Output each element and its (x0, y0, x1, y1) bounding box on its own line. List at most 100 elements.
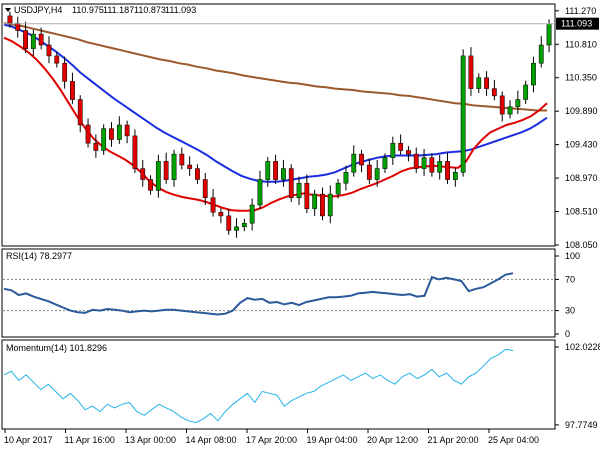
candle-body (109, 128, 114, 140)
candle-body (515, 99, 521, 108)
candle-body (546, 23, 552, 46)
candle-body (507, 106, 513, 115)
collapse-triangle-icon[interactable] (5, 8, 11, 12)
candle-body (210, 197, 216, 213)
candle (265, 157, 271, 187)
candle-body (538, 44, 544, 64)
ohlc-open: 110.975 (72, 5, 104, 15)
candle-body (62, 62, 68, 82)
candle-body (187, 164, 193, 169)
candle-body (398, 142, 404, 151)
candle (296, 176, 302, 205)
candle (116, 116, 122, 144)
candle-body (374, 168, 380, 180)
x-tick-label: 20 Apr 12:00 (367, 435, 418, 445)
candle-body (15, 22, 21, 31)
candle (179, 147, 185, 170)
candle-body (452, 172, 458, 180)
candle-body (437, 161, 443, 173)
candle (437, 154, 443, 180)
momentum-y-axis: 102.0228 97.7749 (555, 342, 600, 430)
candle (101, 124, 107, 155)
candle (382, 153, 388, 173)
candle (476, 73, 482, 93)
candle-body (390, 142, 396, 158)
candle (140, 159, 146, 187)
candle (30, 29, 36, 56)
candle (46, 36, 52, 64)
price-y-tick-label: 108.510 (565, 207, 598, 217)
rsi-line (3, 272, 514, 316)
candle (484, 71, 489, 96)
momentum-y-tick-label: 97.7749 (565, 420, 598, 430)
candle-body (46, 44, 52, 57)
x-axis: 10 Apr 2017 11 Apr 16:00 13 Apr 00:00 14 Ap… (4, 429, 539, 445)
candle-body (273, 161, 278, 180)
momentum-line (3, 348, 514, 424)
price-y-tick-label: 108.970 (565, 173, 598, 183)
candle-body (421, 157, 427, 169)
rsi-y-tick-label: 30 (565, 306, 575, 316)
candle-body (413, 153, 419, 169)
candle-body (124, 124, 130, 137)
momentum-panel-frame (1, 339, 556, 430)
x-tick-label: 19 Apr 04:00 (307, 435, 358, 445)
ohlc-close: 111.093 (165, 5, 196, 15)
candle (460, 49, 466, 177)
current-price: 111.093 (2, 17, 599, 30)
candle-body (523, 84, 529, 100)
ma-fast-line (3, 36, 548, 212)
candle-body (70, 81, 75, 100)
price-title: USDJPY,H4 (14, 5, 62, 15)
candle-body (296, 182, 302, 198)
candle-body (171, 153, 177, 180)
candle (234, 218, 239, 238)
candle (507, 100, 513, 119)
candle (320, 187, 325, 221)
candle-body (257, 179, 263, 206)
candle-body (343, 172, 349, 184)
x-tick-label: 17 Apr 20:00 (246, 435, 297, 445)
candle-body (304, 182, 310, 209)
candle (366, 158, 372, 184)
x-tick-label: 11 Apr 16:00 (65, 435, 115, 445)
candle-body (23, 30, 28, 49)
candle-body (320, 193, 325, 217)
momentum-title: Momentum(14) 101.8296 (6, 343, 107, 353)
candle-body (241, 222, 247, 228)
momentum-panel: Momentum(14) 101.8296 102.0228 97.7749 (1, 339, 600, 430)
candle-body (7, 15, 13, 24)
candle (226, 209, 232, 235)
candle (374, 159, 380, 187)
candle (445, 152, 450, 184)
ohlc-high: 111.187 (103, 5, 134, 15)
candle (124, 120, 130, 144)
x-tick-label: 13 Apr 00:00 (125, 435, 176, 445)
x-tick-label: 10 Apr 2017 (4, 435, 53, 445)
candle-body (468, 55, 474, 89)
candle-body (163, 161, 169, 180)
price-y-tick-label: 109.430 (565, 140, 598, 150)
candle-body (179, 153, 185, 166)
candle-body (476, 77, 482, 89)
ma-slow-line (3, 22, 547, 112)
candle (538, 36, 544, 68)
candle (163, 152, 169, 184)
candle-body (226, 215, 232, 231)
candle (499, 91, 505, 122)
candle (93, 134, 99, 158)
rsi-series (3, 272, 514, 316)
candle (288, 164, 294, 203)
candle-body (491, 88, 497, 97)
candle-body (531, 62, 536, 86)
price-panel: USDJPY,H4 110.975 111.187 110.873 111.09… (1, 3, 599, 250)
candle-body (77, 99, 83, 126)
candle-body (460, 55, 466, 173)
candle (531, 56, 536, 93)
candle (312, 189, 318, 216)
candle-body (132, 135, 138, 169)
rsi-y-tick-label: 0 (565, 329, 570, 339)
candle (523, 80, 529, 104)
